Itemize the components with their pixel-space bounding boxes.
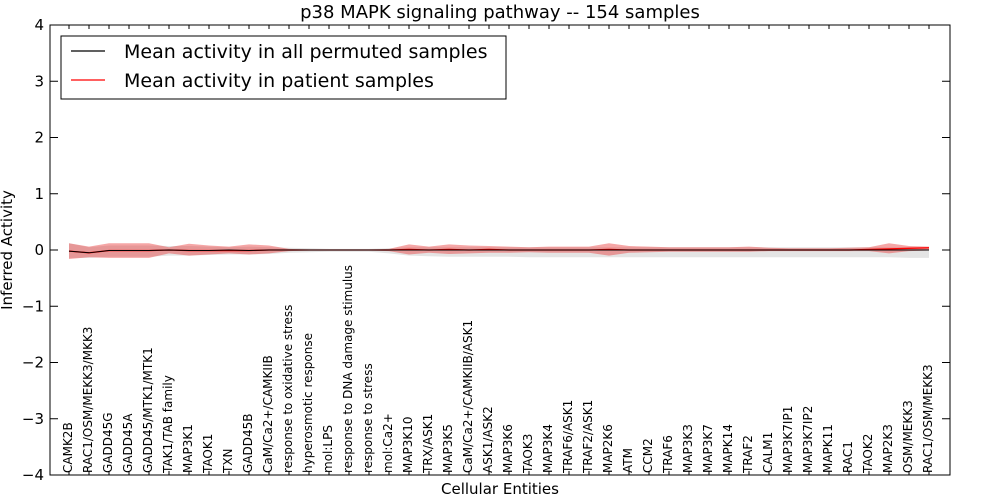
x-tick-label: TAK1/TAB family bbox=[161, 375, 175, 474]
y-tick-label: −2 bbox=[22, 354, 44, 372]
x-tick-label: MAP3K5 bbox=[441, 424, 455, 473]
x-tick-label: TRAF6 bbox=[661, 435, 675, 474]
x-tick-label: GADD45/MTK1/MTK1 bbox=[141, 347, 155, 473]
x-tick-label: RAC1/OSM/MEKK3 bbox=[921, 364, 935, 473]
y-tick-label: −3 bbox=[22, 410, 44, 428]
confidence-bands bbox=[69, 243, 929, 259]
x-tick-label: RAC1 bbox=[841, 441, 855, 473]
x-tick-label: MAP3K4 bbox=[541, 424, 555, 473]
x-tick-label: response to DNA damage stimulus bbox=[341, 265, 355, 473]
x-tick-label: MAPK14 bbox=[721, 424, 735, 473]
x-axis bbox=[68, 25, 930, 475]
x-axis-label: Cellular Entities bbox=[441, 480, 559, 498]
x-tick-label: TXN bbox=[221, 448, 235, 474]
series-lines bbox=[68, 247, 930, 254]
x-tick-label: CCM2 bbox=[641, 438, 655, 473]
x-tick-label: mol:LPS bbox=[321, 425, 335, 473]
y-tick-label: 4 bbox=[34, 16, 44, 34]
legend-label-patient: Mean activity in patient samples bbox=[124, 70, 434, 92]
legend-label-permuted: Mean activity in all permuted samples bbox=[124, 41, 487, 63]
x-tick-label: TAOK3 bbox=[521, 434, 535, 474]
legend-box bbox=[60, 35, 507, 100]
x-tick-label: CALM1 bbox=[761, 432, 775, 473]
x-tick-label: MAPK11 bbox=[821, 424, 835, 473]
x-tick-label: MAP3K7 bbox=[701, 424, 715, 473]
x-tick-label: MAP3K6 bbox=[501, 424, 515, 473]
x-tick-label: ASK1/ASK2 bbox=[481, 406, 495, 473]
x-tick-label: MAP3K10 bbox=[401, 416, 415, 473]
y-tick-label: −4 bbox=[22, 466, 44, 484]
y-tick-label: −1 bbox=[22, 297, 44, 315]
x-tick-label: ATM bbox=[621, 448, 635, 473]
x-tick-label: GADD45B bbox=[241, 414, 255, 474]
x-tick-label: GADD45G bbox=[101, 412, 115, 473]
legend: Mean activity in all permuted samples Me… bbox=[60, 35, 507, 100]
x-tick-label: MAP2K3 bbox=[881, 424, 895, 473]
y-tick-label: 0 bbox=[34, 241, 44, 259]
y-tick-label: 1 bbox=[34, 185, 44, 203]
x-tick-label: TRAF6/ASK1 bbox=[561, 400, 575, 474]
x-tick-label: response to oxidative stress bbox=[281, 305, 295, 473]
x-tick-label: TRX/ASK1 bbox=[421, 414, 435, 474]
x-tick-label: TRAF2/ASK1 bbox=[581, 400, 595, 474]
chart-title: p38 MAPK signaling pathway -- 154 sample… bbox=[300, 2, 700, 23]
x-tick-label: OSM/MEKK3 bbox=[901, 400, 915, 473]
y-tick-label: 3 bbox=[34, 72, 44, 90]
x-tick-label: TAOK2 bbox=[861, 434, 875, 474]
x-tick-label: MAP3K7IP1 bbox=[781, 406, 795, 473]
x-tick-label: MAP3K3 bbox=[681, 424, 695, 473]
x-tick-label: TRAF2 bbox=[741, 435, 755, 474]
band-permuted bbox=[69, 243, 929, 258]
x-tick-label: TAOK1 bbox=[201, 434, 215, 474]
x-tick-label: response to stress bbox=[361, 363, 375, 473]
line-permuted bbox=[68, 249, 929, 254]
x-tick-label: CAMK2B bbox=[61, 422, 75, 473]
x-tick-label: CaM/Ca2+/CAMKIIB/ASK1 bbox=[461, 320, 475, 473]
x-tick-label: mol:Ca2+ bbox=[381, 413, 395, 473]
y-axis: 4 3 2 1 0 −1 −2 −3 −4 bbox=[22, 16, 950, 484]
x-tick-label: MAP3K7IP2 bbox=[801, 406, 815, 473]
x-tick-label: MAP3K1 bbox=[181, 424, 195, 473]
band-patient bbox=[69, 243, 929, 259]
x-tick-label: MAP2K6 bbox=[601, 424, 615, 473]
y-tick-label: 2 bbox=[34, 129, 44, 147]
x-tick-label: hyperosmotic response bbox=[301, 333, 315, 473]
x-tick-label: RAC1/OSM/MEKK3/MKK3 bbox=[81, 327, 95, 473]
x-tick-labels: CAMK2B RAC1/OSM/MEKK3/MKK3 GADD45G GADD45A G… bbox=[61, 265, 935, 474]
x-tick-label: GADD45A bbox=[121, 413, 135, 473]
y-axis-label: Inferred Activity bbox=[0, 190, 16, 310]
x-tick-label: CaM/Ca2+/CAMKIIB bbox=[261, 355, 275, 473]
